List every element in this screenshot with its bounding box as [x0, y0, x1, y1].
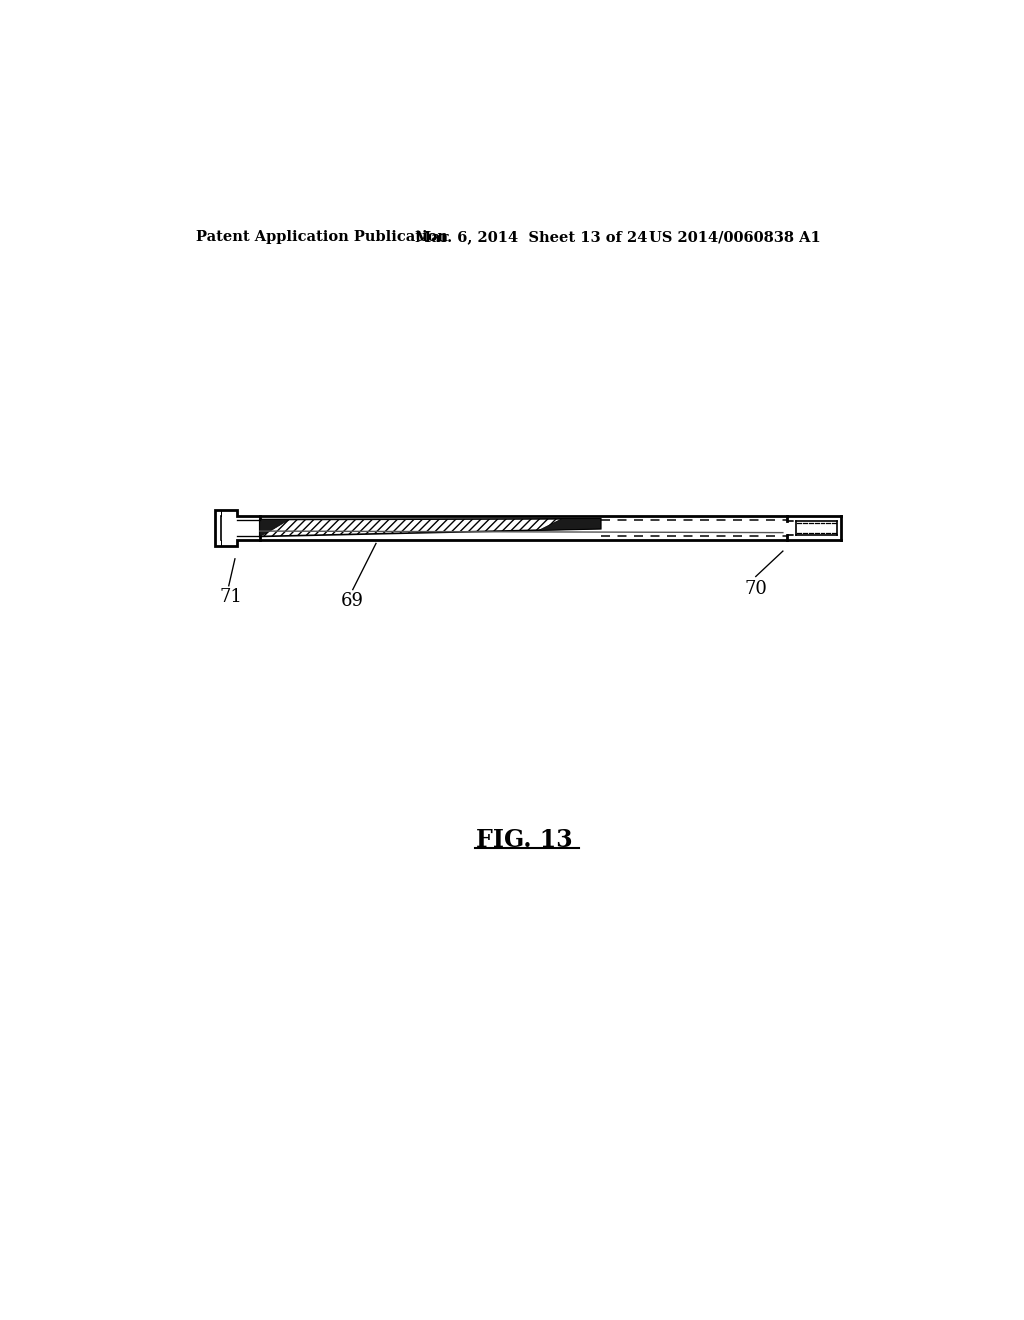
Polygon shape [260, 520, 289, 536]
Text: 69: 69 [341, 591, 365, 610]
Text: Patent Application Publication: Patent Application Publication [197, 230, 449, 244]
Text: 70: 70 [744, 579, 767, 598]
Polygon shape [260, 519, 601, 536]
Text: 71: 71 [219, 589, 243, 606]
Text: FIG. 13: FIG. 13 [476, 829, 573, 853]
Text: Mar. 6, 2014  Sheet 13 of 24: Mar. 6, 2014 Sheet 13 of 24 [415, 230, 647, 244]
Text: US 2014/0060838 A1: US 2014/0060838 A1 [649, 230, 820, 244]
Polygon shape [539, 519, 601, 531]
